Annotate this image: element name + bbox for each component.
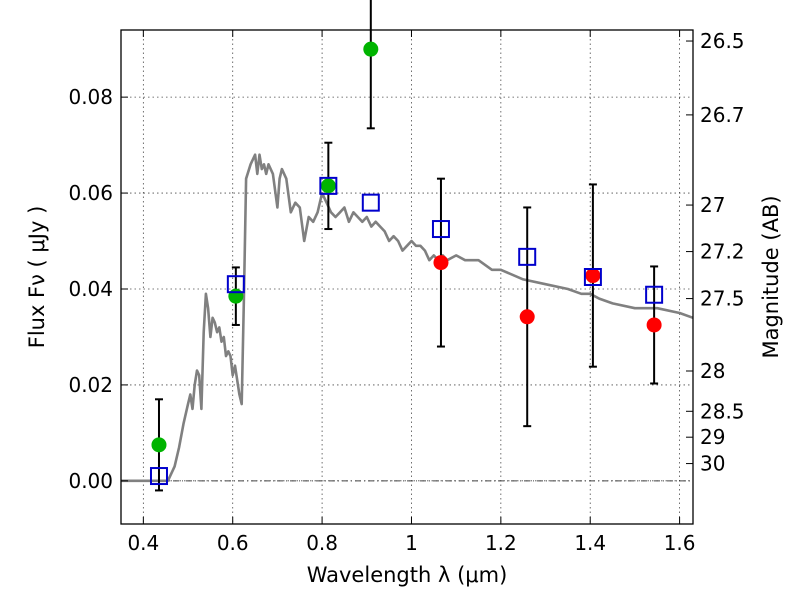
model-point [319,176,338,195]
model-point [361,193,380,212]
x-tick-label: 0.4 [127,531,159,555]
y2-tick-label: 27.2 [700,240,745,264]
x-tick-label: 1.6 [664,531,696,555]
x-tick-label: 0.6 [217,531,249,555]
model-point [226,275,245,294]
y2-axis-label: Magnitude (AB) [759,195,783,358]
data-point [433,255,449,271]
y2-tick-label: 28 [700,359,725,383]
y2-tick-label: 27.5 [700,287,745,311]
y-axis-label: Flux Fν ( μJy ) [25,206,49,349]
y-tick-label: 0.06 [68,181,113,205]
data-point [363,41,379,57]
data-point [320,178,336,194]
y2-tick-label: 29 [700,425,725,449]
y-tick-label: 0.02 [68,373,113,397]
data-point [519,309,535,325]
y2-tick-label: 26.5 [700,29,745,53]
model-point [518,247,537,266]
data-point [151,437,167,453]
y2-tick-label: 26.7 [700,103,745,127]
y-tick-label: 0.00 [68,469,113,493]
data-point [646,317,662,333]
y-tick-label: 0.08 [68,85,113,109]
data-points [149,41,664,486]
x-tick-label: 1.2 [485,531,517,555]
model-point [645,285,664,304]
model-point [149,467,168,486]
x-axis-label: Wavelength λ (μm) [307,563,508,587]
axis-ticks: 0.4 0.6 0.8 1 1.2 1.4 1.6 0.00 0.02 0.04 0.06 0.08 2… [68,29,744,555]
data-point [585,268,601,284]
y2-tick-label: 27 [700,193,725,217]
data-point [228,288,244,304]
y2-tick-label: 30 [700,452,725,476]
x-tick-label: 1.4 [574,531,606,555]
x-tick-label: 0.8 [306,531,338,555]
model-point [583,268,602,286]
y-tick-label: 0.04 [68,277,113,301]
plot-frame [120,29,694,525]
model-point [431,220,450,239]
x-tick-label: 1 [405,531,418,555]
y2-tick-label: 28.5 [700,399,745,423]
